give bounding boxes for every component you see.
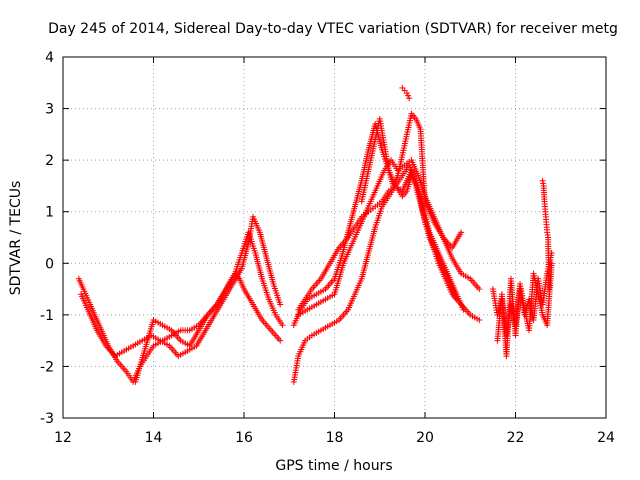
data-point bbox=[277, 337, 284, 344]
chart-title: Day 245 of 2014, Sidereal Day-to-day VTE… bbox=[48, 21, 618, 37]
data-point bbox=[403, 90, 410, 97]
data-point bbox=[406, 95, 413, 102]
data-point bbox=[279, 322, 286, 329]
data-point bbox=[405, 92, 412, 99]
data-point bbox=[277, 301, 284, 308]
data-point bbox=[476, 317, 483, 324]
data-points bbox=[75, 84, 555, 385]
data-point bbox=[458, 229, 465, 236]
data-point bbox=[476, 286, 483, 293]
